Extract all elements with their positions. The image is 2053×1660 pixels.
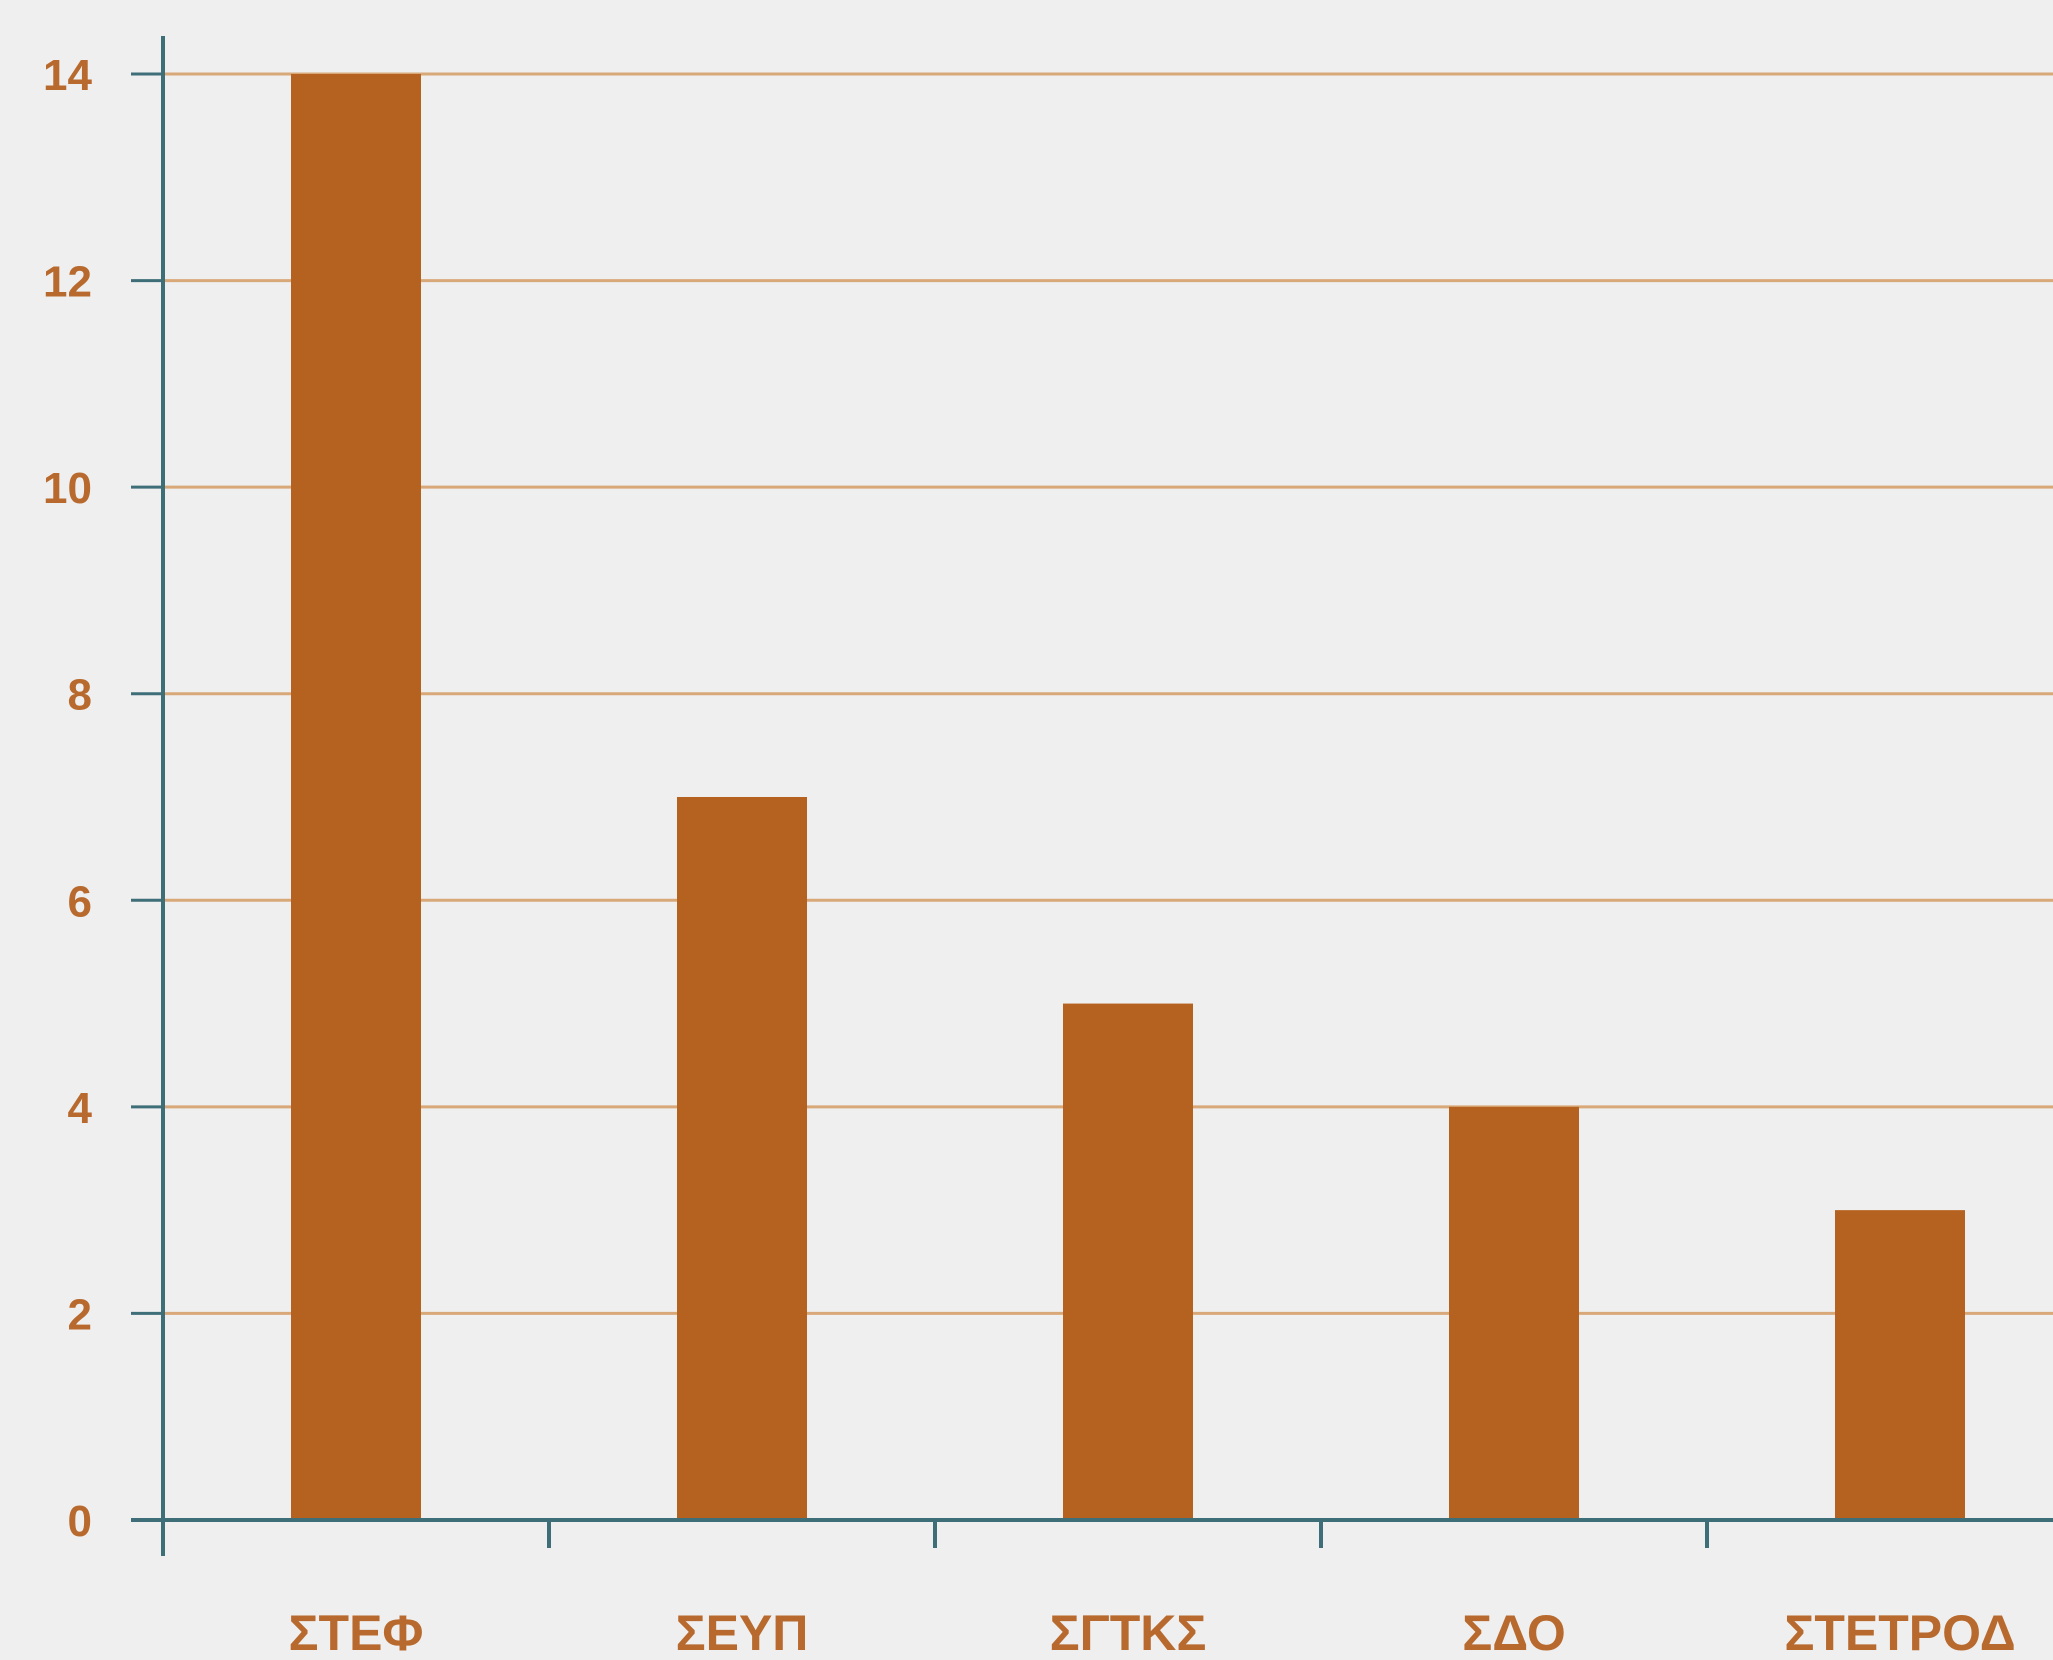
y-tick-label: 4: [68, 1084, 93, 1133]
bars: [291, 74, 1965, 1520]
y-tick-label: 10: [43, 464, 92, 513]
x-tick-label: ΣΔΟ: [1462, 1605, 1566, 1655]
y-tick-label: 2: [68, 1290, 92, 1339]
grid-lines: [163, 72, 2053, 1315]
y-tick-label: 8: [68, 671, 92, 720]
y-tick-label: 12: [43, 258, 92, 307]
x-tick-label: ΣΓΤΚΣ: [1050, 1605, 1207, 1655]
axes: [131, 36, 2053, 1556]
x-tick-label: ΣΕΥΠ: [676, 1605, 809, 1655]
y-tick-labels: 0 2 4 6 8 10 12 14: [43, 51, 92, 1546]
bar: [291, 74, 421, 1520]
y-tick-label: 14: [43, 51, 92, 100]
x-tick-label: ΣΤΕΦ: [289, 1605, 424, 1655]
y-tick-label: 0: [68, 1497, 92, 1546]
x-tick-label: ΣΤΕΤΡΟΔ: [1784, 1605, 2015, 1655]
bar: [1449, 1106, 1579, 1520]
y-tick-label: 6: [68, 877, 92, 926]
bar: [1835, 1210, 1965, 1520]
x-tick-labels: ΣΤΕΦ ΣΕΥΠ ΣΓΤΚΣ ΣΔΟ ΣΤΕΤΡΟΔ: [289, 1605, 2016, 1660]
bar: [677, 797, 807, 1520]
bar: [1063, 1003, 1193, 1520]
